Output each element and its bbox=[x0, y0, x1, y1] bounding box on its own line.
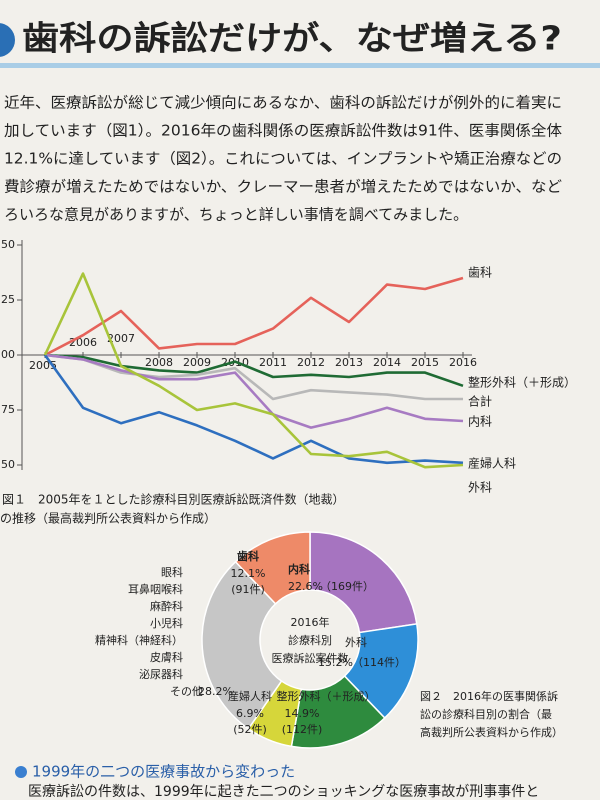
series-line bbox=[44, 276, 464, 357]
heading: 歯科の訴訟だけが、なぜ増える? bbox=[22, 19, 562, 58]
series-line bbox=[44, 353, 463, 401]
segment-count: （114件） bbox=[352, 656, 406, 669]
other-item: 小児科 bbox=[150, 616, 183, 630]
x-tick-label: 2012 bbox=[297, 356, 325, 369]
segment-value: 15.2% bbox=[318, 656, 353, 669]
series-line bbox=[44, 353, 464, 388]
x-tick-label: 2016 bbox=[449, 356, 477, 369]
series-label: 整形外科（＋形成） bbox=[468, 375, 576, 390]
heading-rule bbox=[0, 63, 600, 68]
donut-segment bbox=[201, 560, 283, 730]
segment-value: 12.1% bbox=[231, 567, 266, 580]
center-label: 医療訴訟案件数 bbox=[272, 651, 349, 665]
other-item: 泌尿器科 bbox=[139, 667, 183, 681]
segment-name: 歯科 bbox=[237, 549, 259, 563]
heading-icon bbox=[0, 23, 15, 57]
x-tick-label: 2007 bbox=[107, 332, 135, 345]
x-tick-label: 2009 bbox=[183, 356, 211, 369]
y-tick-label: 1.25 bbox=[0, 293, 15, 306]
x-tick-label: 2011 bbox=[259, 356, 287, 369]
series-label: 合計 bbox=[468, 394, 492, 409]
other-item: 耳鼻咽喉科 bbox=[128, 582, 183, 596]
segment-value: 28.2% bbox=[198, 685, 233, 698]
caption: 訟の診療科目別の割合（最 bbox=[420, 707, 552, 721]
line-chart: 1.501.251.000.750.5020052006200720082009… bbox=[0, 238, 576, 526]
segment-count: (91件) bbox=[231, 583, 265, 596]
paragraph: 近年、医療訴訟が総じて減少傾向にあるなか、歯科の訴訟だけが例外的に着実に加してい… bbox=[4, 94, 562, 224]
other-item: 眼科 bbox=[161, 565, 183, 579]
other-item: 精神科（神経科） bbox=[95, 633, 183, 647]
segment-name: 内科 bbox=[288, 562, 310, 576]
x-tick-label: 2006 bbox=[69, 336, 97, 349]
body-line: 医療訴訟の件数は、1999年に起きた二つのショッキングな医療事故が刑事事件と bbox=[28, 783, 539, 800]
segment-count: （169件） bbox=[320, 580, 374, 593]
series-label: 外科 bbox=[468, 481, 492, 495]
other-item: 麻酔科 bbox=[150, 599, 183, 613]
y-tick-label: 1.00 bbox=[0, 348, 15, 361]
segment-name: その他 bbox=[170, 685, 203, 698]
x-tick-label: 2013 bbox=[335, 356, 363, 369]
paragraph-line: 加しています（図1）。2016年の歯科関係の医療訴訟件数は91件、医事関係全体 bbox=[4, 122, 562, 140]
segment-count: (52件) bbox=[233, 723, 267, 736]
section-heading: 1999年の二つの医療事故から変わった bbox=[32, 763, 295, 781]
segment-value: 6.9% bbox=[236, 707, 264, 720]
segment-count: (112件) bbox=[282, 723, 323, 736]
paragraph-line: 費診療が増えたためではないか、クレーマー患者が増えたためではないか、など bbox=[4, 178, 562, 196]
series-label: 歯科 bbox=[468, 266, 492, 280]
donut-segment bbox=[309, 531, 418, 634]
x-tick-label: 2008 bbox=[145, 356, 173, 369]
center-label: 診療科別 bbox=[288, 633, 332, 647]
caption: 図２ 2016年の医事関係訴 bbox=[420, 689, 558, 703]
y-tick-label: 0.50 bbox=[0, 458, 15, 471]
segment-name: 外科 bbox=[345, 635, 367, 649]
other-item: 皮膚科 bbox=[150, 650, 183, 664]
caption: 高裁判所公表資料から作成） bbox=[420, 725, 563, 739]
series-label: 産婦人科 bbox=[468, 456, 516, 471]
segment-value: 14.9% bbox=[285, 707, 320, 720]
y-tick-label: 0.75 bbox=[0, 403, 15, 416]
caption: 図１ 2005年を１とした診療科目別医療訴訟既済件数（地裁） bbox=[2, 492, 345, 507]
series-line bbox=[43, 354, 464, 465]
caption: の推移（最高裁判所公表資料から作成） bbox=[0, 511, 216, 526]
segment-value: 22.6% bbox=[288, 580, 323, 593]
x-tick-label: 2014 bbox=[373, 356, 401, 369]
series-line bbox=[44, 353, 464, 429]
donut-segment bbox=[234, 531, 311, 605]
segment-name: 産婦人科 bbox=[228, 689, 272, 703]
center-label: 2016年 bbox=[291, 615, 330, 629]
bullet bbox=[15, 766, 27, 778]
paragraph-line: 12.1%に達しています（図2）。これについては、インプラントや矯正治療などの bbox=[4, 150, 562, 168]
x-tick-label: 2015 bbox=[411, 356, 439, 369]
y-tick-label: 1.50 bbox=[0, 238, 15, 251]
paragraph-line: 近年、医療訴訟が総じて減少傾向にあるなか、歯科の訴訟だけが例外的に着実に bbox=[4, 94, 562, 112]
paragraph-line: ろいろな意見がありますが、ちょっと詳しい事情を調べてみました。 bbox=[4, 206, 468, 224]
series-label: 内科 bbox=[468, 415, 492, 429]
segment-name: 整形外科（＋形成） bbox=[277, 689, 376, 703]
series-line bbox=[43, 272, 464, 469]
